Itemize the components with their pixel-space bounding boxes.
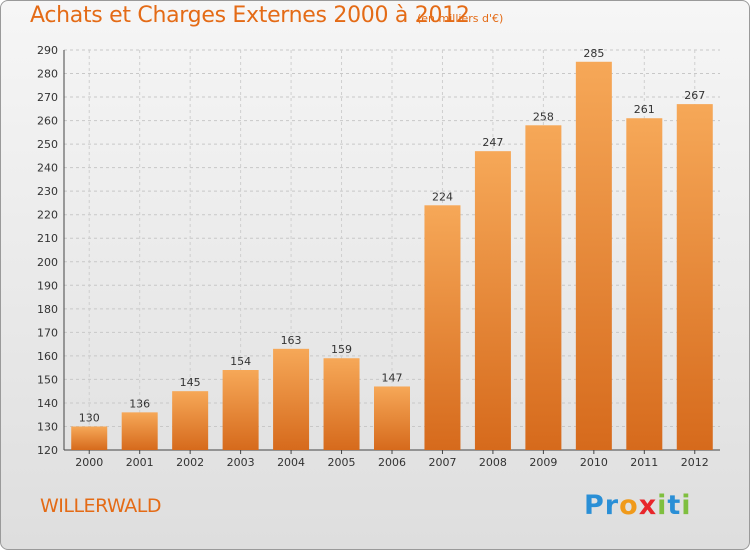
bar xyxy=(121,412,158,450)
y-tick-label: 280 xyxy=(37,68,58,81)
x-tick-label: 2000 xyxy=(75,456,103,469)
logo-letter: r xyxy=(604,490,620,521)
y-tick-label: 290 xyxy=(37,44,58,57)
bar xyxy=(222,370,259,450)
y-tick-label: 220 xyxy=(37,209,58,222)
x-tick-label: 2005 xyxy=(328,456,356,469)
logo-letter: i xyxy=(657,490,668,521)
y-tick-label: 160 xyxy=(37,350,58,363)
data-label: 163 xyxy=(281,334,302,347)
y-tick-label: 240 xyxy=(37,162,58,175)
logo-letter: i xyxy=(681,490,692,521)
y-tick-label: 170 xyxy=(37,326,58,339)
data-label: 247 xyxy=(482,136,503,149)
y-tick-label: 250 xyxy=(37,138,58,151)
proxiti-logo: Proxiti xyxy=(584,490,692,521)
data-label: 130 xyxy=(79,411,100,424)
x-tick-label: 2008 xyxy=(479,456,507,469)
logo-letter: t xyxy=(667,490,682,521)
x-tick-label: 2009 xyxy=(529,456,557,469)
y-tick-label: 190 xyxy=(37,279,58,292)
bar xyxy=(172,391,209,450)
data-label: 159 xyxy=(331,343,352,356)
bar xyxy=(626,118,663,450)
x-tick-label: 2006 xyxy=(378,456,406,469)
y-tick-label: 120 xyxy=(37,444,58,457)
logo-letter: P xyxy=(584,490,605,521)
bar xyxy=(71,426,108,450)
bar xyxy=(575,61,612,450)
data-label: 154 xyxy=(230,355,251,368)
x-tick-label: 2010 xyxy=(580,456,608,469)
x-tick-label: 2004 xyxy=(277,456,305,469)
y-tick-label: 230 xyxy=(37,185,58,198)
y-tick-label: 140 xyxy=(37,397,58,410)
chart-subtitle: (en milliers d'€) xyxy=(417,12,504,25)
bar xyxy=(424,205,461,450)
commune-name: WILLERWALD xyxy=(40,495,161,517)
x-tick-label: 2001 xyxy=(126,456,154,469)
y-tick-label: 270 xyxy=(37,91,58,104)
bar xyxy=(323,358,360,450)
bar xyxy=(525,125,562,450)
logo-letter: o xyxy=(619,490,639,521)
data-label: 285 xyxy=(583,47,604,60)
data-label: 136 xyxy=(129,397,150,410)
bar xyxy=(676,104,713,450)
y-tick-label: 210 xyxy=(37,232,58,245)
x-tick-label: 2002 xyxy=(176,456,204,469)
data-label: 145 xyxy=(180,376,201,389)
y-tick-label: 260 xyxy=(37,115,58,128)
data-label: 267 xyxy=(684,89,705,102)
y-tick-label: 130 xyxy=(37,420,58,433)
data-label: 224 xyxy=(432,190,453,203)
bar xyxy=(374,386,410,450)
x-tick-label: 2003 xyxy=(227,456,255,469)
bar xyxy=(273,348,310,450)
x-tick-label: 2011 xyxy=(630,456,658,469)
data-label: 261 xyxy=(634,103,655,116)
data-label: 258 xyxy=(533,110,554,123)
y-tick-label: 180 xyxy=(37,303,58,316)
y-tick-label: 200 xyxy=(37,256,58,269)
x-tick-label: 2012 xyxy=(681,456,709,469)
chart-title: Achats et Charges Externes 2000 à 2012 xyxy=(30,3,470,28)
x-tick-label: 2007 xyxy=(428,456,456,469)
data-label: 147 xyxy=(382,371,403,384)
bar xyxy=(474,151,511,451)
logo-letter: x xyxy=(638,490,658,521)
y-tick-label: 150 xyxy=(37,373,58,386)
